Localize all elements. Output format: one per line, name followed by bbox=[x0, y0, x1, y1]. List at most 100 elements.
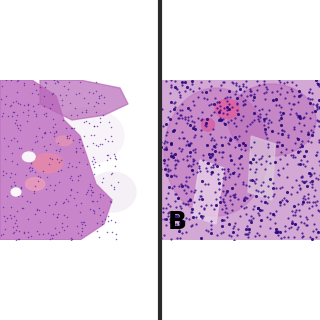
Point bbox=[314, 102, 319, 108]
Point bbox=[209, 169, 214, 174]
Point bbox=[160, 206, 165, 211]
Point bbox=[169, 237, 174, 242]
Point bbox=[198, 236, 203, 241]
Point bbox=[180, 183, 185, 188]
Point bbox=[282, 223, 287, 228]
Point bbox=[105, 138, 110, 143]
Point bbox=[180, 82, 185, 87]
Point bbox=[177, 90, 182, 95]
Point bbox=[194, 169, 199, 174]
Point bbox=[42, 103, 47, 108]
Point bbox=[241, 81, 246, 86]
Point bbox=[222, 135, 227, 140]
Point bbox=[268, 176, 273, 181]
Point bbox=[294, 110, 299, 115]
Point bbox=[255, 206, 260, 211]
Point bbox=[272, 159, 277, 164]
Point bbox=[13, 186, 19, 191]
Point bbox=[55, 78, 60, 84]
Point bbox=[262, 90, 267, 95]
Point bbox=[244, 124, 250, 129]
Point bbox=[176, 146, 181, 151]
Point bbox=[69, 164, 75, 169]
Point bbox=[297, 214, 302, 219]
Point bbox=[220, 182, 226, 188]
Point bbox=[163, 205, 168, 211]
Point bbox=[285, 89, 290, 94]
Point bbox=[206, 228, 211, 234]
Point bbox=[108, 183, 113, 188]
Point bbox=[302, 123, 307, 128]
Point bbox=[243, 129, 248, 134]
Point bbox=[49, 233, 54, 238]
Point bbox=[255, 78, 260, 84]
Point bbox=[245, 234, 251, 239]
Point bbox=[91, 165, 96, 170]
Point bbox=[161, 161, 166, 166]
Point bbox=[213, 161, 218, 166]
Point bbox=[81, 149, 86, 154]
Point bbox=[16, 125, 21, 130]
Point bbox=[186, 198, 191, 203]
Point bbox=[176, 226, 181, 231]
Point bbox=[55, 141, 60, 146]
Point bbox=[188, 224, 193, 229]
Point bbox=[43, 80, 48, 85]
Point bbox=[301, 179, 306, 184]
Point bbox=[316, 124, 320, 129]
Point bbox=[300, 116, 306, 121]
Point bbox=[291, 153, 296, 158]
Point bbox=[218, 117, 223, 122]
Point bbox=[46, 203, 51, 208]
Point bbox=[214, 202, 219, 207]
Point bbox=[264, 215, 269, 220]
Point bbox=[246, 229, 251, 235]
Point bbox=[182, 219, 187, 224]
Point bbox=[266, 184, 271, 189]
Point bbox=[201, 206, 206, 211]
Ellipse shape bbox=[202, 118, 214, 131]
Point bbox=[173, 100, 178, 105]
Point bbox=[297, 92, 302, 97]
Point bbox=[84, 107, 89, 112]
Point bbox=[68, 236, 74, 241]
Point bbox=[54, 157, 60, 162]
Point bbox=[240, 84, 245, 89]
Point bbox=[236, 172, 241, 177]
Point bbox=[18, 187, 23, 192]
Point bbox=[317, 98, 320, 103]
Point bbox=[165, 129, 170, 134]
Point bbox=[164, 216, 169, 221]
Point bbox=[73, 164, 78, 170]
Point bbox=[179, 112, 184, 117]
Point bbox=[236, 156, 242, 161]
Point bbox=[290, 219, 295, 224]
Point bbox=[48, 106, 53, 111]
Point bbox=[97, 206, 102, 211]
Point bbox=[253, 159, 258, 164]
Point bbox=[49, 235, 54, 240]
Point bbox=[165, 166, 171, 172]
Point bbox=[80, 225, 85, 230]
Point bbox=[10, 114, 15, 119]
Point bbox=[317, 105, 320, 110]
Point bbox=[107, 120, 112, 125]
Point bbox=[189, 79, 194, 84]
Point bbox=[305, 222, 310, 228]
Point bbox=[234, 100, 239, 106]
Point bbox=[91, 154, 96, 159]
Point bbox=[229, 118, 234, 123]
Point bbox=[50, 92, 55, 97]
Point bbox=[109, 230, 115, 235]
Ellipse shape bbox=[164, 88, 268, 216]
Point bbox=[225, 112, 230, 117]
Point bbox=[182, 135, 187, 140]
Point bbox=[307, 235, 312, 240]
Point bbox=[78, 200, 83, 205]
Point bbox=[287, 111, 292, 116]
Point bbox=[186, 163, 191, 168]
Point bbox=[217, 100, 222, 105]
Point bbox=[175, 236, 180, 241]
Point bbox=[33, 211, 38, 216]
Point bbox=[37, 208, 42, 213]
